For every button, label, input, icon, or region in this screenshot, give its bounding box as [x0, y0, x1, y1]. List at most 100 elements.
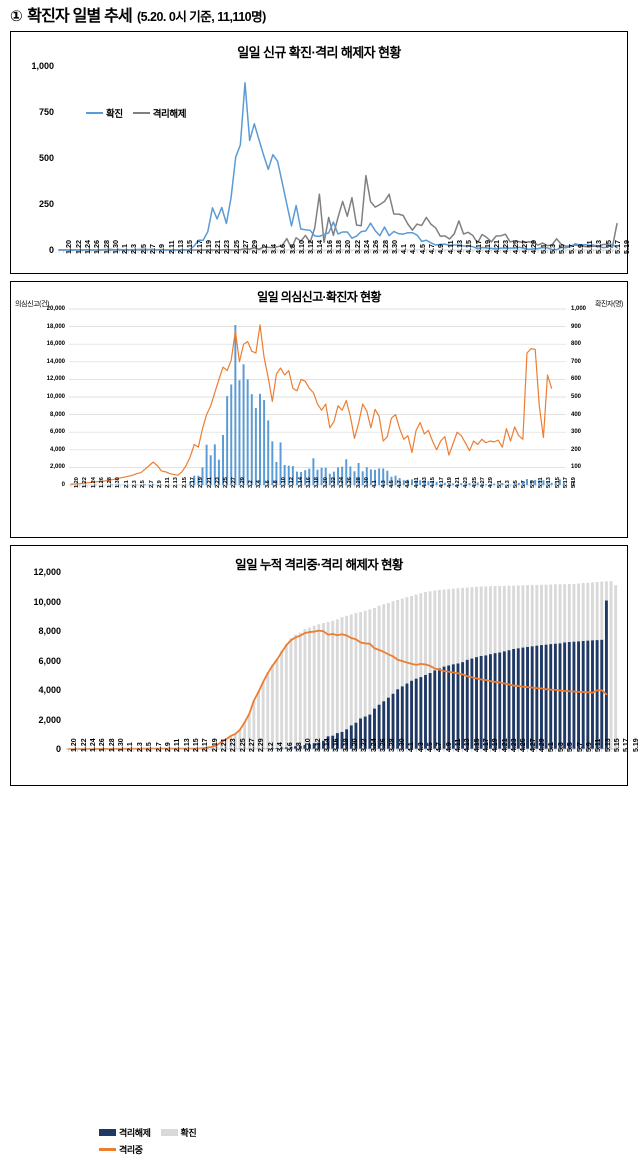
x-tick-label: 3.14 [315, 240, 324, 254]
x-tick-label: 4.27 [530, 738, 537, 752]
y-tick-label: 700 [571, 359, 611, 365]
x-tick-label: 4.11 [446, 240, 455, 254]
x-tick-label: 2.23 [215, 477, 221, 488]
x-tick-label: 2.27 [249, 738, 256, 752]
x-tick-label: 3.28 [381, 240, 390, 254]
x-tick-label: 3.18 [314, 477, 320, 488]
x-tick-label: 4.25 [511, 240, 520, 254]
y-tick-label: 900 [571, 324, 611, 330]
x-tick-label: 5.9 [576, 244, 585, 254]
legend-label-released-cum: 격리해제 [119, 1126, 151, 1139]
y-tick-label: 1,000 [571, 306, 611, 312]
y-tick-label: 0 [11, 744, 61, 754]
page-header: ① 확진자 일별 추세 (5.20. 0시 기준, 11,110명) [10, 2, 630, 28]
x-tick-label: 5.3 [548, 244, 557, 254]
x-tick-label: 5.17 [613, 240, 622, 254]
x-tick-label: 4.11 [414, 477, 420, 488]
y-tick-label: 20,000 [11, 306, 65, 312]
x-tick-label: 4.9 [446, 742, 453, 752]
x-tick-label: 2.5 [140, 480, 146, 488]
x-tick-label: 5.11 [538, 477, 544, 488]
x-tick-label: 4.29 [539, 738, 546, 752]
x-tick-label: 1.20 [64, 240, 73, 254]
x-tick-label: 3.2 [260, 244, 269, 254]
chart-3-plot-area [66, 572, 618, 749]
y-tick-label: 800 [571, 341, 611, 347]
x-tick-label: 2.19 [212, 738, 219, 752]
x-tick-label: 4.5 [427, 742, 434, 752]
x-tick-label: 3.30 [399, 738, 406, 752]
x-tick-label: 4.7 [397, 480, 403, 488]
x-tick-label: 4.13 [464, 738, 471, 752]
x-tick-label: 2.29 [240, 477, 246, 488]
x-tick-label: 4.13 [455, 240, 464, 254]
y-tick-label: 200 [571, 447, 611, 453]
x-tick-label: 2.27 [241, 240, 250, 254]
x-tick-label: 2.3 [132, 480, 138, 488]
x-tick-label: 5.1 [539, 244, 548, 254]
x-tick-label: 2.21 [207, 477, 213, 488]
legend-label-confirmed-cum: 확진 [181, 1126, 197, 1139]
x-tick-label: 4.11 [455, 739, 462, 752]
x-tick-label: 4.1 [408, 742, 415, 752]
x-tick-label: 5.9 [530, 480, 536, 488]
x-tick-label: 3.12 [306, 240, 315, 254]
x-tick-label: 5.9 [586, 742, 593, 752]
y-tick-label: 18,000 [11, 324, 65, 330]
x-tick-label: 2.15 [193, 738, 200, 752]
y-tick-label: 8,000 [11, 412, 65, 418]
x-tick-label: 1.30 [115, 477, 121, 488]
y-tick-label: 300 [571, 429, 611, 435]
x-tick-label: 3.20 [323, 477, 329, 488]
x-tick-label: 2.1 [127, 742, 134, 752]
chart-3-title: 일일 누적 격리중·격리 해제자 현황 [11, 554, 627, 573]
x-tick-label: 1.30 [118, 738, 125, 752]
x-tick-label: 5.17 [563, 477, 569, 488]
x-tick-label: 3.14 [324, 738, 331, 752]
x-tick-label: 3.12 [315, 738, 322, 752]
chart-2-plot-area [69, 309, 566, 485]
x-tick-label: 4.3 [408, 244, 417, 254]
x-tick-label: 3.4 [256, 480, 262, 488]
x-tick-label: 3.18 [334, 240, 343, 254]
x-tick-label: 4.1 [399, 244, 408, 254]
x-tick-label: 2.25 [232, 240, 241, 254]
x-tick-label: 3.20 [352, 738, 359, 752]
y-tick-label: 0 [11, 245, 54, 255]
x-tick-label: 3.26 [380, 738, 387, 752]
x-tick-label: 4.7 [427, 244, 436, 254]
x-tick-label: 3.8 [296, 742, 303, 752]
x-tick-label: 4.7 [436, 742, 443, 752]
chart-2-title: 일일 의심신고·확진자 현황 [11, 288, 627, 305]
legend-item-isolating: 격리중 [99, 1143, 143, 1156]
x-tick-label: 4.29 [529, 240, 538, 254]
y-tick-label: 2,000 [11, 464, 65, 470]
y-tick-label: 6,000 [11, 656, 61, 666]
chart-3-container: 일일 누적 격리중·격리 해제자 현황 격리해제 확진 격리중 [10, 545, 628, 786]
x-tick-label: 2.9 [165, 742, 172, 752]
x-tick-label: 2.3 [129, 244, 138, 254]
x-tick-label: 3.16 [333, 738, 340, 752]
x-tick-label: 4.9 [405, 480, 411, 488]
x-tick-label: 3.28 [356, 477, 362, 488]
legend-item-released-cum: 격리해제 [99, 1126, 151, 1139]
x-tick-label: 2.5 [139, 244, 148, 254]
x-tick-label: 4.25 [472, 477, 478, 488]
x-tick-label: 3.2 [268, 742, 275, 752]
x-tick-label: 2.25 [223, 477, 229, 488]
x-tick-label: 2.13 [173, 477, 179, 488]
x-tick-label: 4.3 [381, 480, 387, 488]
legend-label-isolating: 격리중 [119, 1143, 143, 1156]
legend-swatch-box-navy [99, 1129, 116, 1136]
y-tick-label: 6,000 [11, 429, 65, 435]
y-tick-label: 0 [571, 482, 611, 488]
x-tick-label: 5.13 [546, 477, 552, 488]
y-tick-label: 12,000 [11, 376, 65, 382]
x-tick-label: 4.5 [389, 480, 395, 488]
x-tick-label: 2.19 [198, 477, 204, 488]
x-tick-label: 3.26 [347, 477, 353, 488]
report-page: ① 확진자 일별 추세 (5.20. 0시 기준, 11,110명) 일일 신규… [0, 0, 638, 788]
x-tick-label: 3.14 [298, 477, 304, 488]
x-tick-label: 1.20 [71, 738, 78, 752]
